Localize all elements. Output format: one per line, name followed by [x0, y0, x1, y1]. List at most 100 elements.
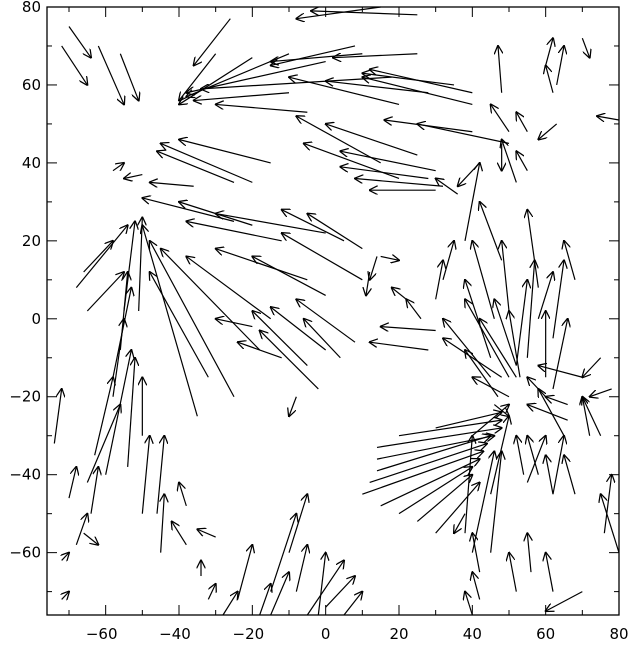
vector-arrow-102: [502, 241, 510, 312]
vector-arrow-93: [526, 260, 534, 358]
vector-arrow-113: [465, 350, 499, 398]
vector-arrow-38: [186, 221, 282, 242]
vector-arrow-162: [546, 591, 583, 611]
vector-arrow-145: [490, 416, 509, 495]
vector-arrow-101: [472, 241, 495, 319]
vector-arrow-94: [537, 272, 553, 319]
vector-arrow-124: [546, 397, 568, 406]
vector-arrow-70: [94, 377, 113, 456]
vector-arrow-166: [295, 545, 307, 592]
vector-arrow-131: [435, 412, 502, 429]
vector-arrow-65: [141, 436, 149, 514]
vector-arrow-63: [127, 358, 135, 467]
x-axis: −60 −40 −20 0 20 40 60 80: [68, 7, 629, 643]
vector-arrow-177: [62, 553, 69, 561]
vector-arrow-39: [216, 214, 326, 234]
vector-arrow-7: [186, 53, 290, 97]
vector-arrow-128: [538, 366, 583, 378]
y-tick-label: 80: [22, 0, 41, 16]
vector-arrow-30: [355, 178, 444, 187]
vector-arrow-66: [156, 436, 164, 514]
vector-arrow-100: [480, 202, 503, 261]
vector-arrow-73: [75, 514, 87, 546]
vector-arrow-10: [194, 92, 290, 101]
vector-arrow-27: [417, 124, 510, 144]
vector-arrow-141: [435, 482, 480, 534]
x-tick-label: 60: [536, 625, 555, 643]
vector-arrow-156: [527, 533, 531, 573]
vector-arrow-168: [306, 560, 344, 616]
x-tick-label: −40: [159, 625, 191, 643]
vector-arrow-160: [603, 475, 611, 534]
vector-arrow-11: [216, 104, 308, 113]
vector-arrow-104: [435, 260, 443, 300]
y-tick-label: 20: [22, 232, 41, 250]
vector-arrow-15: [271, 53, 363, 62]
vector-arrow-32: [179, 140, 271, 164]
x-tick-label: 0: [321, 625, 331, 643]
vector-arrow-20: [362, 73, 455, 86]
vector-arrow-89: [516, 112, 528, 133]
vector-arrow-137: [362, 451, 483, 495]
vector-arrow-165: [270, 572, 289, 616]
vector-arrow-123: [582, 397, 602, 436]
vector-arrow-179: [289, 396, 297, 416]
vector-arrow-172: [237, 545, 253, 600]
vector-arrow-167: [317, 553, 325, 616]
vector-arrow-107: [443, 319, 492, 378]
vector-arrow-17: [362, 77, 473, 106]
vector-arrow-68: [172, 521, 187, 546]
x-tick-label: −20: [233, 625, 265, 643]
vector-arrow-47: [150, 241, 235, 398]
vector-arrow-135: [376, 436, 491, 472]
vector-arrow-24: [326, 124, 418, 156]
vector-arrow-150: [552, 436, 564, 495]
vector-arrow-126: [527, 405, 568, 421]
vector-arrow-182: [238, 342, 282, 359]
vector-arrow-139: [398, 467, 472, 515]
vector-arrow-146: [516, 436, 525, 475]
vector-arrow-76: [112, 163, 124, 171]
vector-arrow-154: [472, 533, 481, 573]
vector-arrow-61: [105, 350, 132, 475]
vector-arrow-127: [527, 377, 547, 398]
x-tick-label: 20: [389, 625, 408, 643]
y-tick-label: 0: [31, 310, 41, 328]
vector-arrow-59: [139, 217, 143, 312]
vector-arrow-144: [490, 451, 502, 553]
vector-arrow-98: [564, 241, 576, 280]
x-tick-label: −60: [86, 625, 118, 643]
vector-arrow-97: [552, 319, 568, 390]
y-tick-label: 40: [22, 154, 41, 172]
vector-arrow-22: [296, 116, 381, 164]
x-tick-label: 80: [609, 625, 628, 643]
vector-arrow-43: [282, 233, 363, 281]
y-tick-label: −20: [9, 388, 41, 406]
vector-arrow-174: [207, 584, 215, 600]
vector-arrow-2: [97, 45, 124, 104]
vector-arrow-44: [252, 256, 326, 296]
vector-arrow-19: [289, 77, 400, 106]
vector-arrow-48: [142, 225, 198, 417]
vector-arrow-45: [186, 256, 272, 320]
vector-arrow-112: [509, 311, 521, 378]
vector-arrow-183: [304, 319, 341, 359]
vector-arrow-164: [288, 494, 307, 553]
vector-arrow-12: [296, 6, 381, 19]
vector-arrow-161: [601, 494, 620, 553]
vector-arrow-130: [471, 405, 509, 437]
vector-arrow-119: [370, 256, 378, 279]
vector-arrow-34: [150, 182, 194, 186]
vector-arrow-8: [186, 60, 326, 93]
vector-arrow-173: [222, 592, 238, 616]
plot-frame: [46, 6, 620, 616]
vector-arrow-133: [376, 428, 502, 449]
vector-arrow-169: [325, 576, 355, 608]
vector-arrow-116: [406, 299, 422, 320]
vector-arrow-99: [527, 210, 539, 288]
vector-arrow-84: [556, 46, 564, 86]
vector-arrow-121: [582, 357, 602, 377]
vector-arrow-90: [491, 104, 510, 133]
vector-arrow-75: [68, 467, 76, 499]
